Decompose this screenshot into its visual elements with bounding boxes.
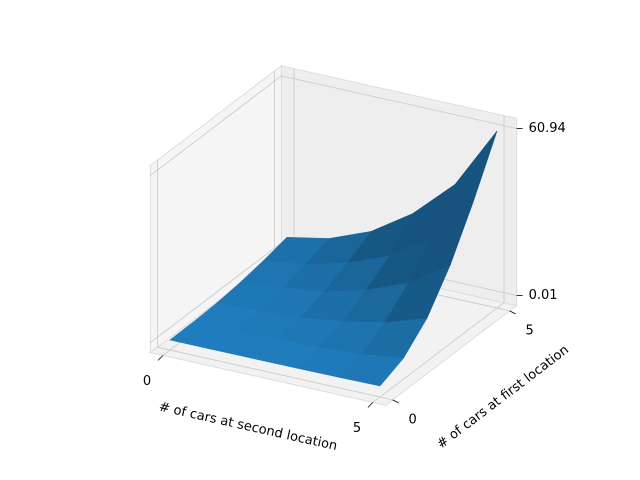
y-axis-label: # of cars at first location — [434, 343, 572, 453]
z-tick-label: 60.94 — [529, 121, 566, 136]
grid-line — [150, 242, 282, 343]
grid-line — [157, 346, 393, 401]
y-tick-label: 5 — [525, 323, 533, 338]
surface-patch — [337, 354, 405, 387]
grid-line — [372, 302, 505, 403]
x-tick-label: 0 — [143, 374, 151, 389]
x-tick — [367, 402, 374, 408]
y-tick-label: 0 — [408, 412, 416, 427]
grid-line — [150, 75, 282, 176]
y-tick — [509, 310, 516, 315]
grid-line — [281, 75, 517, 129]
x-tick — [157, 355, 164, 361]
z-tick-label: 0.01 — [529, 288, 558, 303]
y-tick — [392, 399, 399, 404]
x-tick-label: 5 — [353, 421, 361, 436]
x-axis-label: # of cars at second location — [157, 400, 338, 454]
